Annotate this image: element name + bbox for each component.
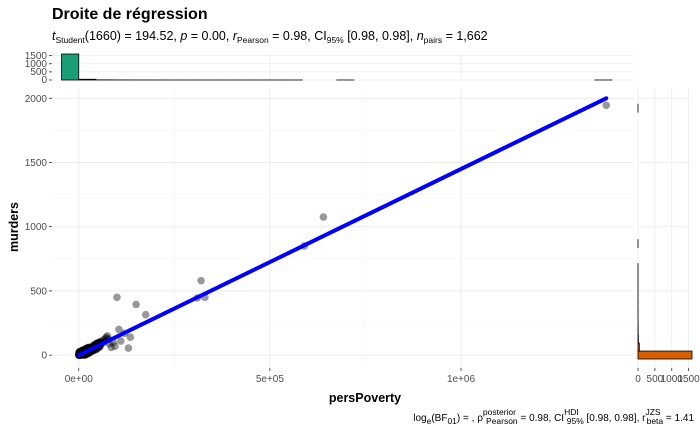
data-point	[111, 342, 119, 350]
top-hist-bar	[78, 78, 97, 81]
data-point	[115, 325, 123, 334]
data-point	[124, 344, 133, 352]
right-hist-tick-label: 500	[647, 374, 664, 385]
top-hist-tick-label: 0	[41, 75, 47, 86]
data-point	[113, 293, 121, 302]
x-axis-title: persPoverty	[329, 391, 401, 405]
regression-line	[76, 96, 609, 358]
x-tick-label: 5e+05	[256, 374, 285, 385]
y-axis-title: murders	[7, 202, 21, 252]
x-tick-label: 1e+06	[447, 374, 476, 385]
y-tick-label: 0	[41, 351, 47, 362]
data-point	[132, 300, 140, 309]
y-axis-ticks: 0 500 1000 1500 2000	[25, 94, 52, 362]
top-hist-tick-label: 1000	[25, 59, 48, 70]
scatter-points	[75, 101, 611, 359]
right-hist-tick-label: 1500	[678, 374, 700, 385]
top-hist-tick-label: 500	[30, 67, 47, 78]
x-axis-ticks: 0e+00 5e+05 1e+06	[65, 368, 476, 385]
data-point	[103, 332, 112, 340]
y-tick-label: 2000	[25, 94, 48, 105]
main-gridlines	[52, 88, 633, 368]
data-point	[141, 310, 150, 319]
right-hist-tick-label: 1000	[661, 374, 684, 385]
y-tick-label: 500	[30, 286, 47, 297]
chart-caption: loge(BF01) = , ρposterior Pearson = 0.98,…	[413, 407, 694, 426]
x-tick-label: 0e+00	[65, 374, 94, 385]
data-point	[319, 213, 328, 221]
y-tick-label: 1500	[25, 158, 48, 169]
data-point	[126, 333, 135, 341]
chart-title: Droite de régression	[52, 6, 208, 23]
data-point	[602, 101, 611, 110]
data-point	[197, 276, 205, 285]
top-hist-bar	[61, 53, 80, 81]
y-tick-label: 1000	[25, 222, 48, 233]
right-hist-bar	[637, 350, 693, 360]
data-point	[107, 343, 116, 352]
right-hist-bar	[637, 342, 640, 352]
right-hist-tick-label: 0	[635, 374, 641, 385]
data-point	[117, 337, 125, 345]
chart-subtitle: tStudent(1660) = 194.52, p = 0.00, rPear…	[52, 29, 488, 45]
top-hist-tick-label: 1500	[25, 51, 48, 62]
